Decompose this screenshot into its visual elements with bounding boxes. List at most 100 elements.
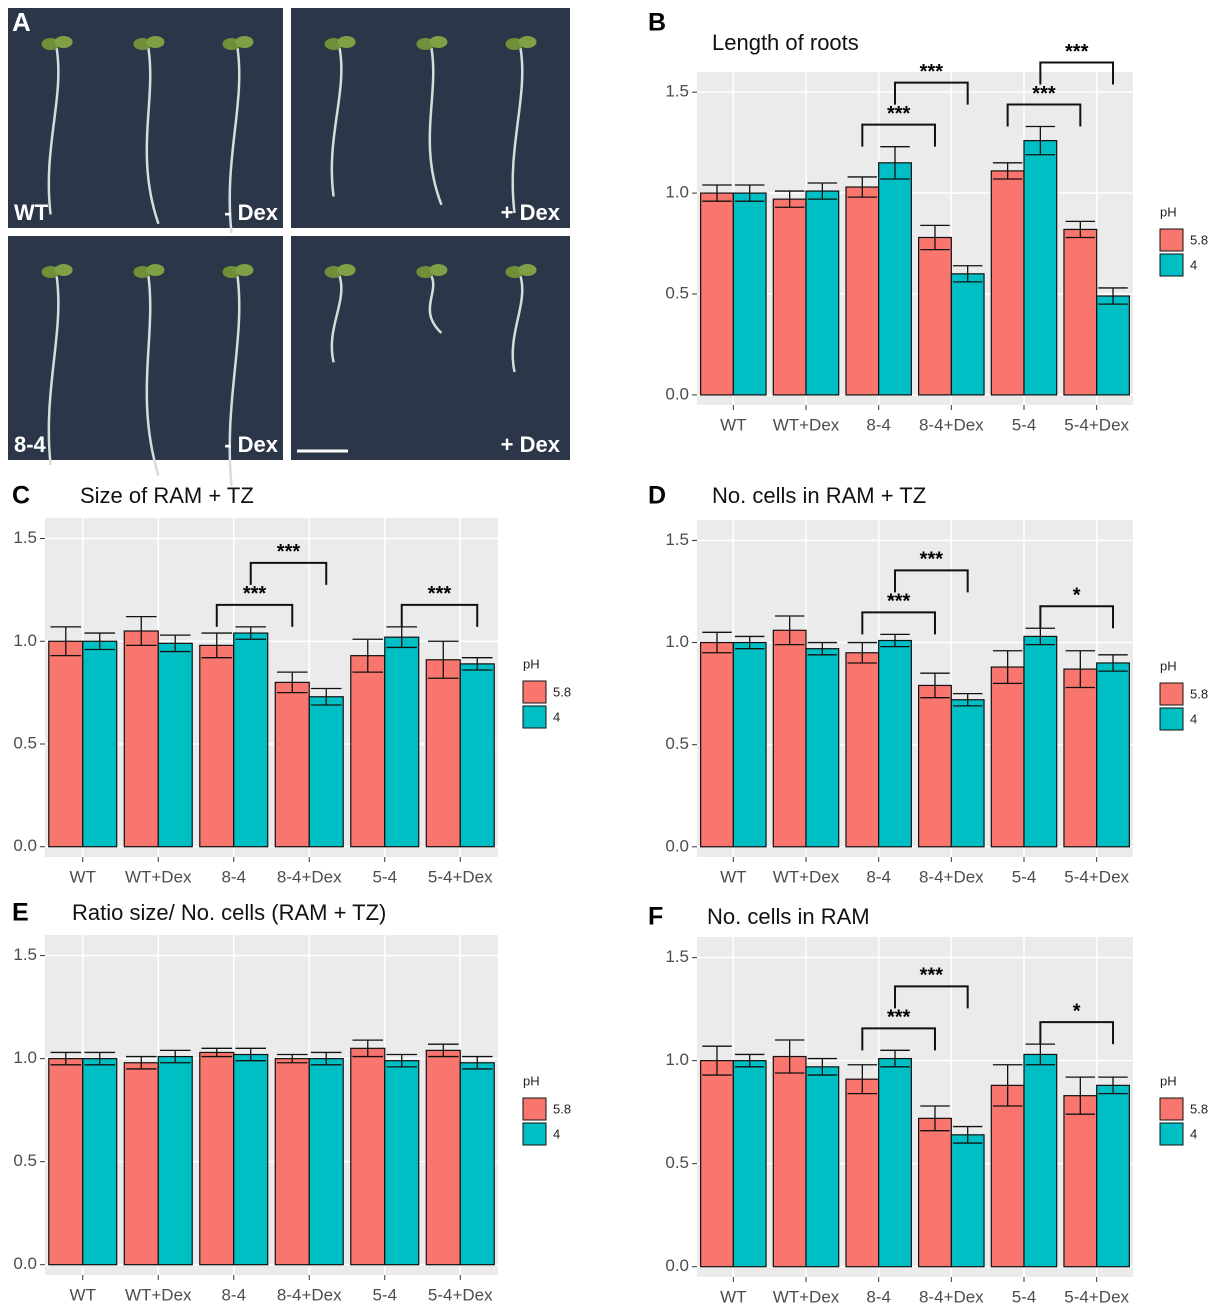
y-tick-label: 0.0 xyxy=(13,1254,37,1273)
bar xyxy=(773,199,806,395)
bar xyxy=(1097,1085,1130,1266)
x-tick-label: 5-4+Dex xyxy=(1064,415,1129,434)
cotyledon xyxy=(338,264,356,276)
significance-label: *** xyxy=(920,549,944,571)
x-tick-label: 8-4+Dex xyxy=(919,867,984,886)
bar xyxy=(701,193,734,395)
y-tick-label: 1.5 xyxy=(665,82,689,101)
y-tick-label: 1.5 xyxy=(665,947,689,966)
photo-label: WT xyxy=(14,200,49,225)
significance-label: *** xyxy=(920,61,944,83)
photo-label: 8-4 xyxy=(14,432,47,457)
panel-letter: C xyxy=(12,482,30,510)
bar xyxy=(806,649,839,847)
bar xyxy=(426,660,460,847)
bar xyxy=(49,641,83,846)
legend-label: 4 xyxy=(1190,711,1197,726)
bar xyxy=(846,1079,879,1267)
bar xyxy=(991,1085,1024,1266)
x-tick-label: WT xyxy=(720,1287,746,1306)
cotyledon xyxy=(338,36,356,48)
bar xyxy=(1064,1096,1097,1267)
significance-label: * xyxy=(1073,1000,1081,1022)
photo-label: - Dex xyxy=(224,432,279,457)
cotyledon xyxy=(146,264,164,276)
bar xyxy=(1024,636,1057,846)
cotyledon xyxy=(55,36,73,48)
x-tick-label: 8-4+Dex xyxy=(919,415,984,434)
panel-letter: F xyxy=(648,903,663,931)
bar xyxy=(385,1061,419,1265)
significance-label: *** xyxy=(1065,41,1089,63)
y-tick-label: 0.5 xyxy=(13,733,37,752)
legend-swatch xyxy=(523,681,546,703)
x-tick-label: WT+Dex xyxy=(773,1287,840,1306)
x-tick-label: WT+Dex xyxy=(773,867,840,886)
x-tick-label: 8-4+Dex xyxy=(919,1287,984,1306)
bar xyxy=(460,664,494,847)
bar xyxy=(309,697,343,847)
x-tick-label: 5-4 xyxy=(372,1285,397,1304)
bar xyxy=(919,1118,952,1266)
bar xyxy=(951,700,984,847)
bar xyxy=(200,645,234,846)
x-tick-label: 5-4 xyxy=(372,867,397,886)
bar xyxy=(1097,663,1130,847)
y-tick-label: 1.0 xyxy=(665,632,689,651)
bar xyxy=(1064,669,1097,847)
legend-swatch xyxy=(1160,708,1183,730)
bar xyxy=(158,643,192,846)
bar xyxy=(951,274,984,395)
x-tick-label: 5-4 xyxy=(1012,1287,1037,1306)
bar xyxy=(879,641,912,847)
x-tick-label: 8-4 xyxy=(866,415,891,434)
bar xyxy=(1097,296,1130,395)
bar xyxy=(124,1063,158,1265)
bar xyxy=(701,1061,734,1267)
x-tick-label: 5-4 xyxy=(1012,415,1037,434)
bar xyxy=(275,682,309,846)
bar xyxy=(234,1055,268,1265)
significance-label: * xyxy=(1073,585,1081,607)
x-tick-label: 8-4 xyxy=(866,1287,891,1306)
y-tick-label: 1.5 xyxy=(13,945,37,964)
cotyledon xyxy=(236,264,254,276)
legend-label: 5.8 xyxy=(553,1101,571,1116)
bar xyxy=(991,667,1024,847)
legend-swatch xyxy=(523,706,546,728)
bar xyxy=(426,1050,460,1264)
figure: A WT - Dex + Dex 8-4 - Dex + Dex BLength… xyxy=(0,0,1224,1309)
x-tick-label: 8-4 xyxy=(221,867,246,886)
legend-swatch xyxy=(1160,1098,1183,1120)
legend-title: pH xyxy=(1160,1073,1177,1088)
chart-title: No. cells in RAM + TZ xyxy=(712,483,926,508)
bar xyxy=(919,685,952,846)
legend-swatch xyxy=(523,1123,546,1145)
panel-letter: D xyxy=(648,482,666,510)
panel-letter: A xyxy=(12,7,31,37)
y-tick-label: 0.0 xyxy=(665,836,689,855)
legend-title: pH xyxy=(523,1073,540,1088)
bar xyxy=(275,1059,309,1265)
bar xyxy=(1024,141,1057,395)
cotyledon xyxy=(429,264,447,276)
bar xyxy=(773,1057,806,1267)
x-tick-label: 5-4+Dex xyxy=(1064,1287,1129,1306)
bar xyxy=(351,1048,385,1264)
chart-title: Size of RAM + TZ xyxy=(80,483,254,508)
legend-label: 4 xyxy=(1190,1126,1197,1141)
cotyledon xyxy=(429,36,447,48)
y-tick-label: 1.5 xyxy=(665,530,689,549)
y-tick-label: 1.0 xyxy=(665,183,689,202)
significance-label: *** xyxy=(428,583,452,605)
legend-title: pH xyxy=(1160,658,1177,673)
y-tick-label: 1.0 xyxy=(13,1048,37,1067)
y-tick-label: 0.5 xyxy=(665,1153,689,1172)
panel-letter: E xyxy=(12,899,29,927)
significance-label: *** xyxy=(277,541,301,563)
y-tick-label: 0.5 xyxy=(665,283,689,302)
legend-label: 5.8 xyxy=(1190,686,1208,701)
x-tick-label: 5-4+Dex xyxy=(428,1285,493,1304)
bar xyxy=(806,191,839,395)
chart-title: No. cells in RAM xyxy=(707,904,870,929)
